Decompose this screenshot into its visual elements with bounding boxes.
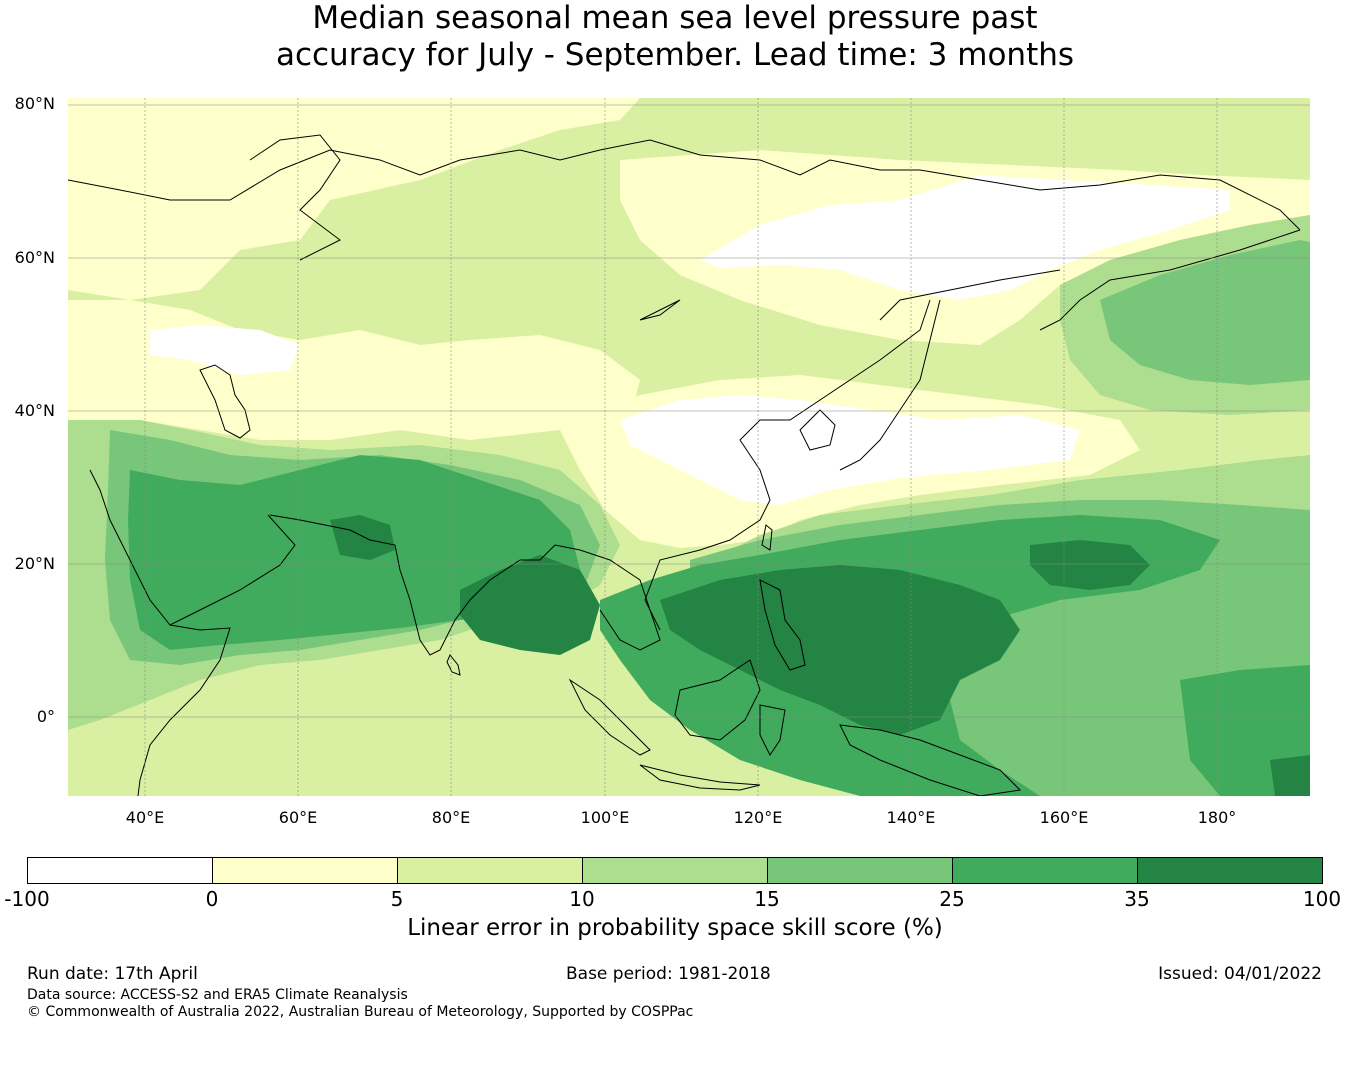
colorbar-segment-15-25 <box>768 858 953 883</box>
skill-zone-north-pale <box>68 98 640 300</box>
colorbar-segment-neg100-0 <box>28 858 213 883</box>
title-line-1: Median seasonal mean sea level pressure … <box>312 0 1038 36</box>
coastline-kamchatka <box>1039 229 1301 331</box>
colorbar-segment-10-15 <box>583 858 768 883</box>
lat-label-80n: 80°N <box>14 94 55 113</box>
lat-label-60n: 60°N <box>14 248 55 267</box>
skill-zone-se-corner-35 <box>1270 755 1310 796</box>
colorbar-tick: 10 <box>569 887 595 911</box>
colorbar-segment-5-10 <box>398 858 583 883</box>
skill-map <box>68 98 1310 796</box>
data-source: Data source: ACCESS-S2 and ERA5 Climate … <box>27 987 408 1003</box>
skill-zone-bengal-35 <box>460 555 600 655</box>
coastline-srilanka <box>446 654 461 676</box>
lon-label-120e: 120°E <box>733 808 783 827</box>
issued-date: Issued: 04/01/2022 <box>1158 964 1322 984</box>
colorbar-tick: -100 <box>4 887 50 911</box>
colorbar <box>27 857 1323 884</box>
coastline-sulawesi <box>759 704 786 756</box>
skill-zone-nepacific-15 <box>1100 240 1310 385</box>
colorbar-label: Linear error in probability space skill … <box>407 915 943 941</box>
lon-label-180: 180° <box>1197 808 1237 827</box>
coastline-new-guinea <box>839 724 1022 796</box>
coastline-korea <box>799 409 836 451</box>
graticule <box>68 98 1310 796</box>
run-date: Run date: 17th April <box>27 964 198 984</box>
skill-zone-arabia-35 <box>330 515 395 560</box>
coastline-india <box>269 514 521 656</box>
coastline-scandinavia <box>249 134 341 261</box>
base-period: Base period: 1981-2018 <box>566 964 771 984</box>
colorbar-tick: 35 <box>1124 887 1150 911</box>
coastline-okhotsk <box>879 269 1061 321</box>
coastlines <box>68 134 1301 796</box>
coastline-east-asia <box>644 299 931 631</box>
lon-label-160e: 160°E <box>1039 808 1089 827</box>
colorbar-segment-35-100 <box>1138 858 1322 883</box>
lat-label-40n: 40°N <box>14 401 55 420</box>
coastline-japan <box>839 299 941 471</box>
colorbar-tick: 0 <box>205 887 219 911</box>
colorbar-segment-0-5 <box>213 858 398 883</box>
coastline-taiwan <box>761 524 773 551</box>
lon-label-60e: 60°E <box>278 808 318 827</box>
colorbar-tick: 100 <box>1302 887 1342 911</box>
lon-label-40e: 40°E <box>125 808 165 827</box>
coastline-sumatra <box>568 678 651 756</box>
chart-title: Median seasonal mean sea level pressure … <box>0 0 1350 74</box>
coastline-africa-horn <box>137 624 231 796</box>
colorbar-tick: 25 <box>939 887 965 911</box>
skill-zone-westpac-35 <box>1030 540 1150 590</box>
coastline-borneo <box>674 659 761 741</box>
lat-label-20n: 20°N <box>14 554 55 573</box>
skill-zone-philippines-35 <box>660 565 1020 735</box>
lon-label-140e: 140°E <box>886 808 936 827</box>
skill-zone-negative-steppe <box>150 325 300 375</box>
coastline-java <box>639 764 761 791</box>
title-line-2: accuracy for July - September. Lead time… <box>275 37 1075 73</box>
colorbar-tick: 5 <box>390 887 404 911</box>
coastline-indochina <box>520 544 661 651</box>
lat-label-0: 0° <box>36 707 55 726</box>
coastline-caspian <box>199 364 251 439</box>
colorbar-tick: 15 <box>754 887 780 911</box>
coastline-eurasia-north <box>68 139 1301 231</box>
lon-label-100e: 100°E <box>580 808 630 827</box>
colorbar-segment-25-35 <box>953 858 1138 883</box>
coastline-philippines <box>759 579 806 671</box>
skill-zone-negative-east <box>700 175 1230 300</box>
skill-zone-negative-china <box>620 395 1080 505</box>
coastline-baikal <box>639 299 681 321</box>
lon-label-80e: 80°E <box>431 808 471 827</box>
copyright: © Commonwealth of Australia 2022, Austra… <box>27 1004 694 1020</box>
